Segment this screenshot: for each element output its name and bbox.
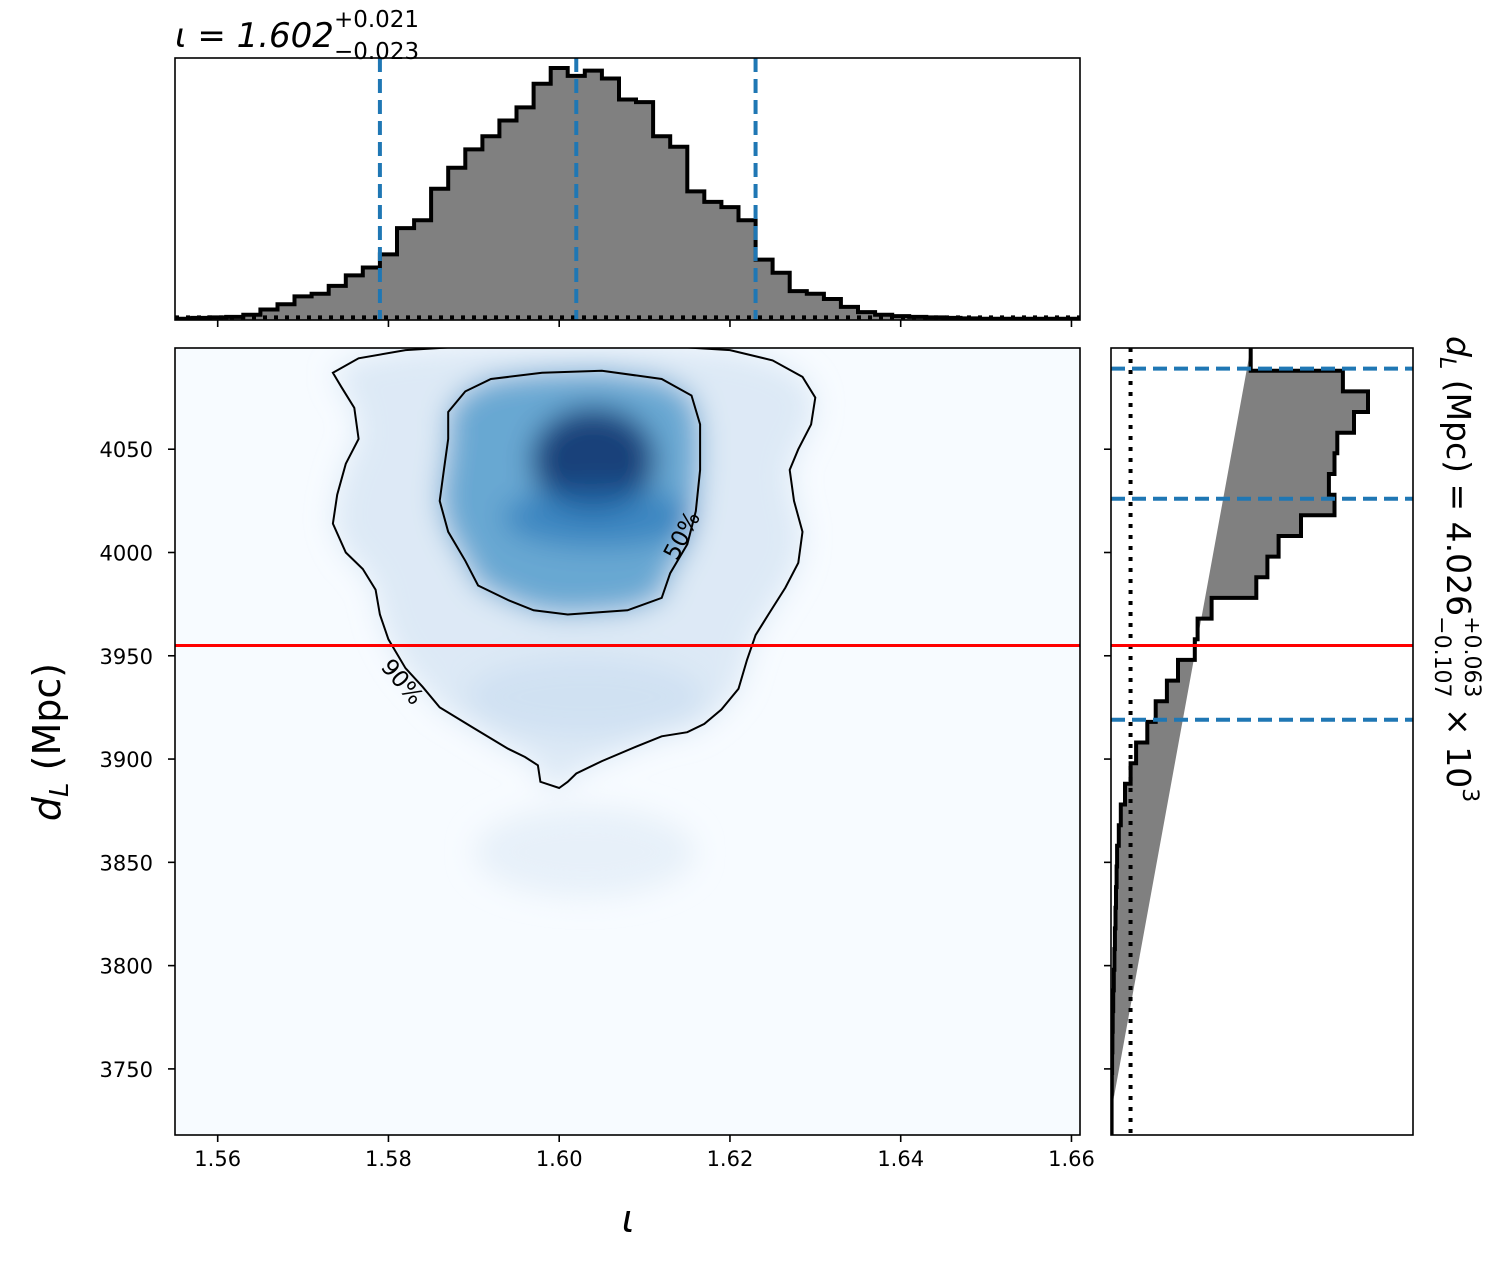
contour-90 bbox=[331, 348, 817, 790]
x-tick-label: 1.60 bbox=[536, 1147, 583, 1171]
density-tail-upper bbox=[464, 657, 705, 738]
density-tail-lower bbox=[474, 807, 695, 898]
y-tick-label: 3950 bbox=[100, 645, 153, 669]
ytitle-tail: × 10 bbox=[1439, 698, 1478, 789]
density-core-lower bbox=[503, 487, 694, 548]
ytitle-upper-error: +0.063 bbox=[1459, 616, 1484, 697]
y-tick-label: 3800 bbox=[100, 955, 153, 979]
joint-panel: 50% 90% 1.56 1.58 1.60 1.62 1.64 1.66 3750380… bbox=[25, 347, 1095, 1241]
x-tick-label: 1.56 bbox=[194, 1147, 241, 1171]
y-axis-label: dL (Mpc) bbox=[25, 663, 75, 821]
x-marginal-ticks bbox=[216, 320, 1073, 327]
x-marginal-frame bbox=[174, 57, 1081, 321]
y-marginal-ticks bbox=[1104, 448, 1111, 1070]
y-tick-label: 4000 bbox=[100, 541, 153, 565]
x-histogram bbox=[175, 66, 1080, 320]
y-marginal-title: dL (Mpc) = 4.026+0.063−0.107 × 103 bbox=[1429, 336, 1484, 802]
ytitle-exponent: 3 bbox=[1457, 788, 1482, 802]
contour-group bbox=[331, 348, 817, 790]
x-tick-label: 1.64 bbox=[877, 1147, 924, 1171]
marginal-x-panel: ι = 1.602+0.021 −0.023 bbox=[174, 7, 1081, 327]
y-axis-ticks: 3750 3800 3850 3900 3950 4000 4050 bbox=[100, 438, 175, 1082]
x-quantile-lines bbox=[377, 58, 758, 320]
contour-50 bbox=[438, 369, 702, 616]
x-marginal-title: ι = 1.602+0.021 −0.023 bbox=[175, 7, 419, 65]
y-axis-label-subscript: L bbox=[45, 782, 75, 797]
title-lower-error: −0.023 bbox=[334, 39, 419, 65]
y-tick-label: 3900 bbox=[100, 748, 153, 772]
ytitle-subscript: L bbox=[1434, 357, 1459, 369]
x-axis-label: ι bbox=[622, 1197, 635, 1241]
y-tick-label: 4050 bbox=[100, 438, 153, 462]
y-axis-label-unit: (Mpc) bbox=[25, 663, 69, 783]
joint-frame bbox=[174, 347, 1081, 1136]
y-tick-label: 3850 bbox=[100, 851, 153, 875]
x-axis-ticks: 1.56 1.58 1.60 1.62 1.64 1.66 bbox=[194, 1135, 1095, 1171]
x-tick-label: 1.58 bbox=[365, 1147, 412, 1171]
y-histogram bbox=[1111, 348, 1370, 1135]
density-heatmap bbox=[332, 348, 816, 898]
y-marginal-frame bbox=[1110, 347, 1414, 1136]
y-quantile-lines bbox=[1111, 366, 1413, 722]
x-tick-label: 1.62 bbox=[707, 1147, 754, 1171]
density-peak bbox=[531, 407, 656, 512]
ytitle-lower-error: −0.107 bbox=[1429, 616, 1454, 697]
y-axis-label-symbol: d bbox=[25, 796, 69, 821]
title-main: ι = 1.602 bbox=[175, 16, 334, 56]
x-tick-label: 1.66 bbox=[1048, 1147, 1095, 1171]
title-upper-error: +0.021 bbox=[334, 7, 419, 33]
ytitle-symbol: d bbox=[1439, 336, 1478, 358]
marginal-y-panel: dL (Mpc) = 4.026+0.063−0.107 × 103 bbox=[1104, 336, 1484, 1136]
y-tick-label: 3750 bbox=[100, 1058, 153, 1082]
ytitle-main: (Mpc) = 4.026 bbox=[1439, 369, 1478, 616]
